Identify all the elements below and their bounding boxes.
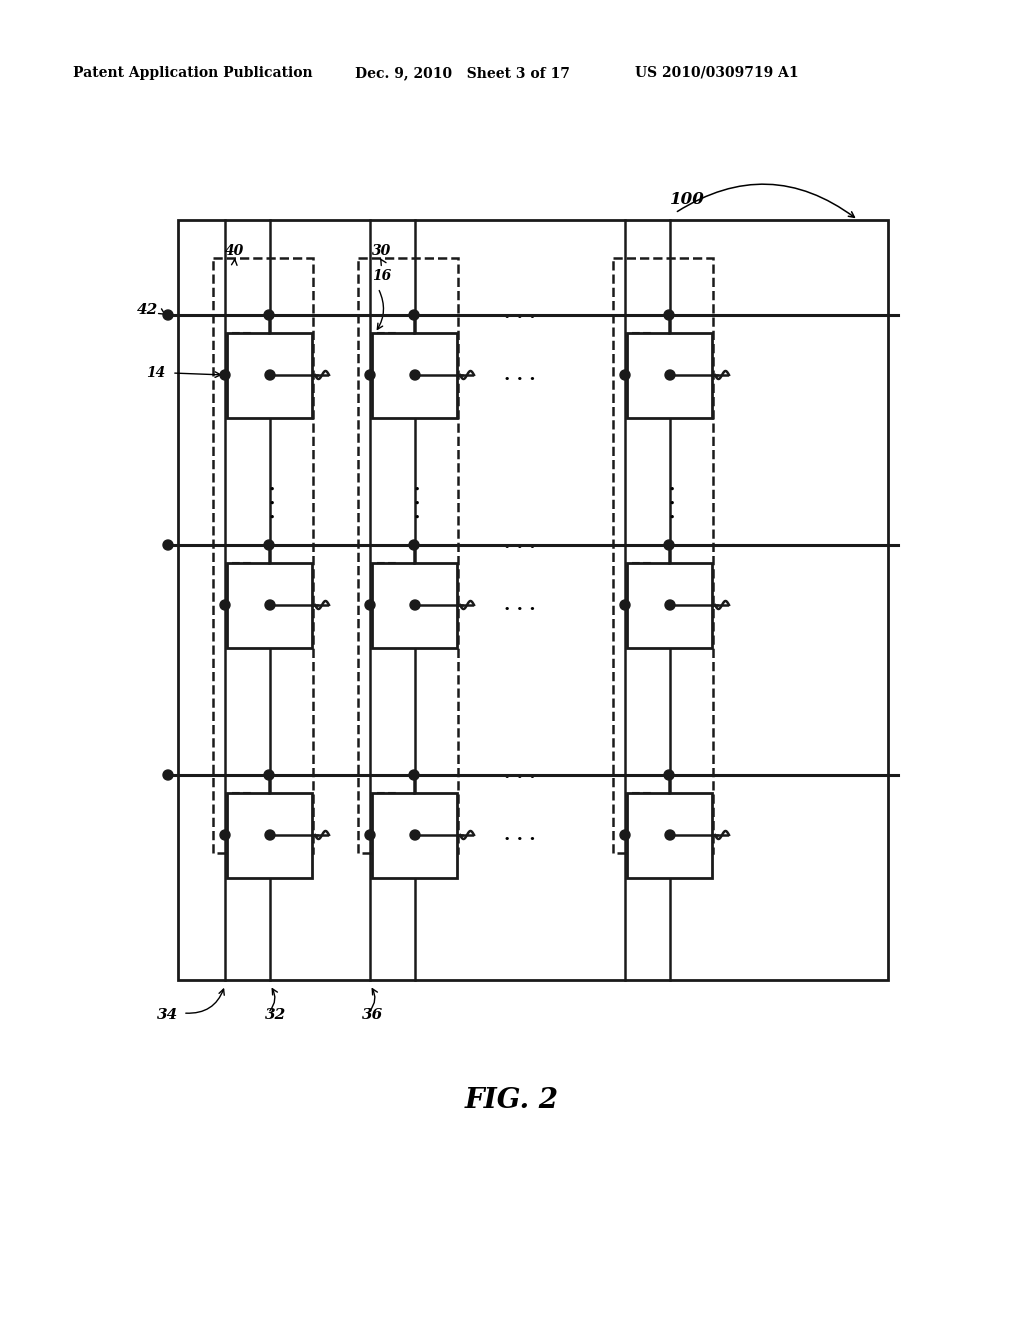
Circle shape [220,830,230,840]
Text: 14: 14 [145,366,165,380]
Circle shape [365,830,375,840]
Text: •: • [414,499,420,510]
Bar [627,564,712,648]
Text: . . .: . . . [504,304,536,322]
Text: •: • [669,513,675,523]
Bar [627,793,712,878]
Circle shape [220,601,230,610]
Text: 40: 40 [225,244,245,257]
Circle shape [664,310,674,319]
Circle shape [365,370,375,380]
Circle shape [163,770,173,780]
Circle shape [265,830,275,840]
Text: . . .: . . . [504,597,536,614]
Text: Dec. 9, 2010   Sheet 3 of 17: Dec. 9, 2010 Sheet 3 of 17 [355,66,570,81]
Circle shape [665,601,675,610]
Bar [372,333,457,418]
Circle shape [410,370,420,380]
Text: Patent Application Publication: Patent Application Publication [73,66,312,81]
Bar [227,793,312,878]
Bar [372,564,457,648]
Circle shape [265,370,275,380]
Circle shape [264,310,274,319]
Circle shape [264,770,274,780]
Circle shape [620,601,630,610]
Text: . . .: . . . [504,366,536,384]
Circle shape [665,370,675,380]
Circle shape [365,601,375,610]
Circle shape [620,370,630,380]
Text: FIG. 2: FIG. 2 [465,1086,559,1114]
Text: •: • [414,513,420,523]
Circle shape [665,830,675,840]
Text: •: • [414,484,420,495]
Text: . . .: . . . [504,826,536,843]
Bar [213,257,313,853]
Text: 32: 32 [265,1008,287,1022]
Bar [613,257,713,853]
Text: •: • [669,484,675,495]
Circle shape [409,770,419,780]
Bar [372,793,457,878]
Bar [227,333,312,418]
Text: 100: 100 [670,191,705,209]
Text: 10: 10 [255,370,283,387]
Circle shape [409,540,419,550]
Bar [178,220,888,979]
Text: •: • [669,499,675,510]
Text: 30: 30 [372,244,391,257]
Text: . . .: . . . [504,764,536,781]
Text: 36: 36 [362,1008,383,1022]
Text: US 2010/0309719 A1: US 2010/0309719 A1 [635,66,799,81]
Text: . . .: . . . [504,535,536,552]
Circle shape [620,830,630,840]
Text: •: • [268,484,275,495]
Bar [358,257,458,853]
Bar [227,564,312,648]
Circle shape [410,601,420,610]
Text: 16: 16 [372,269,391,282]
Circle shape [410,830,420,840]
Text: 42: 42 [137,304,158,317]
Text: 10: 10 [655,370,683,387]
Circle shape [220,370,230,380]
Circle shape [265,601,275,610]
Circle shape [264,540,274,550]
Circle shape [409,310,419,319]
Text: •: • [268,513,275,523]
Circle shape [664,770,674,780]
Circle shape [664,540,674,550]
Circle shape [163,540,173,550]
Text: •: • [268,499,275,510]
Text: 34: 34 [157,1008,178,1022]
Bar [627,333,712,418]
Circle shape [163,310,173,319]
